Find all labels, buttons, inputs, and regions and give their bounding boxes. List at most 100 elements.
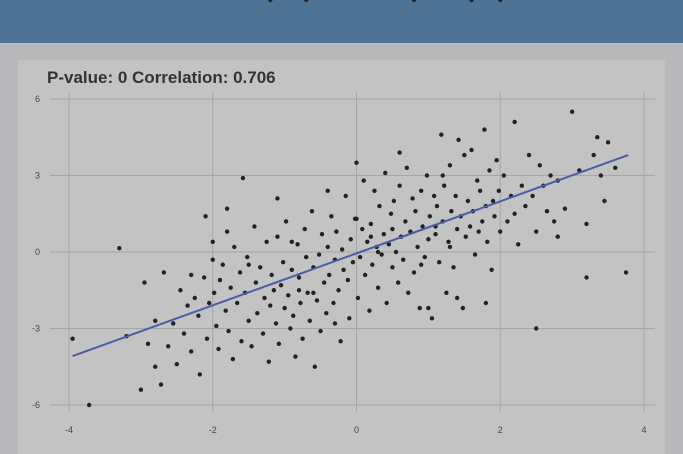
data-point [246,262,251,267]
data-point [309,209,315,214]
data-point [469,0,474,3]
data-point [623,270,629,275]
data-point [449,209,454,214]
data-point [447,244,453,250]
data-point [403,219,408,224]
data-point [569,109,575,114]
data-point [441,183,447,188]
data-point [512,119,517,125]
data-point [237,270,243,275]
data-point [165,344,171,349]
data-point [171,321,176,326]
data-point [217,277,223,283]
data-point [362,272,368,278]
chart-title: P-value: 0 Correlation: 0.706 [47,68,276,87]
regression-line [72,154,629,357]
data-point [498,0,503,3]
data-point [533,229,539,234]
data-point [379,252,384,257]
data-point [447,163,453,168]
app-header-bar [0,0,683,43]
data-point [381,231,387,237]
data-point [86,402,92,408]
data-point [325,244,330,250]
data-point [533,326,539,331]
data-point [496,188,502,193]
data-point [341,267,346,273]
data-point [153,318,158,324]
data-point [426,305,431,311]
data-point [153,364,158,369]
data-point [271,288,277,293]
data-point [138,387,144,392]
data-point [230,356,236,362]
data-point [512,211,517,216]
data-point [429,316,435,321]
data-point [584,275,589,280]
data-point [431,193,437,199]
data-point [249,344,254,349]
x-tick-label: 0 [354,425,359,435]
data-point [226,328,231,334]
data-point [117,245,122,251]
axis-ticks: -4 -2 0 2 4 -6 -3 0 3 6 [32,94,647,435]
data-point [223,308,228,313]
data-point [283,219,289,224]
data-point [203,214,208,219]
data-point [411,0,417,3]
data-point [316,252,322,257]
data-point [298,300,303,306]
data-point [178,288,183,293]
data-point [253,280,259,285]
data-point [239,339,244,344]
data-point [273,321,279,326]
data-point [211,290,217,295]
data-point [485,239,490,244]
data-point [345,277,351,283]
data-points [70,0,629,408]
data-point [338,339,343,344]
data-point [487,168,492,173]
data-point [174,362,180,367]
data-point [605,140,611,145]
data-point [395,280,401,285]
data-point [355,295,361,301]
data-point [280,260,286,265]
data-point [318,328,323,334]
data-point [357,254,363,260]
data-point [257,265,263,270]
data-point [477,188,483,193]
data-point [454,295,460,301]
data-point [324,311,329,316]
data-point [417,305,422,311]
data-point [375,249,381,255]
data-point [469,147,474,153]
data-point [411,270,417,275]
data-point [234,300,240,306]
data-point [300,336,305,341]
data-point [326,272,332,278]
data-point [185,303,190,308]
data-point [210,239,215,244]
data-point [331,300,336,306]
data-point [228,285,233,290]
data-point [204,336,210,341]
data-point [232,244,237,250]
data-point [196,313,201,318]
data-point [595,135,600,140]
data-point [307,318,312,324]
data-point [334,229,339,234]
data-point [519,183,525,188]
data-point [444,290,449,295]
data-point [613,165,618,171]
data-point [158,382,164,387]
data-point [494,158,499,163]
data-point [354,216,359,222]
data-point [418,262,424,267]
data-point [492,214,497,219]
data-point [530,193,535,199]
data-point [293,354,298,359]
data-point [433,231,438,237]
x-tick-label: -4 [65,425,73,435]
data-point [584,221,589,227]
